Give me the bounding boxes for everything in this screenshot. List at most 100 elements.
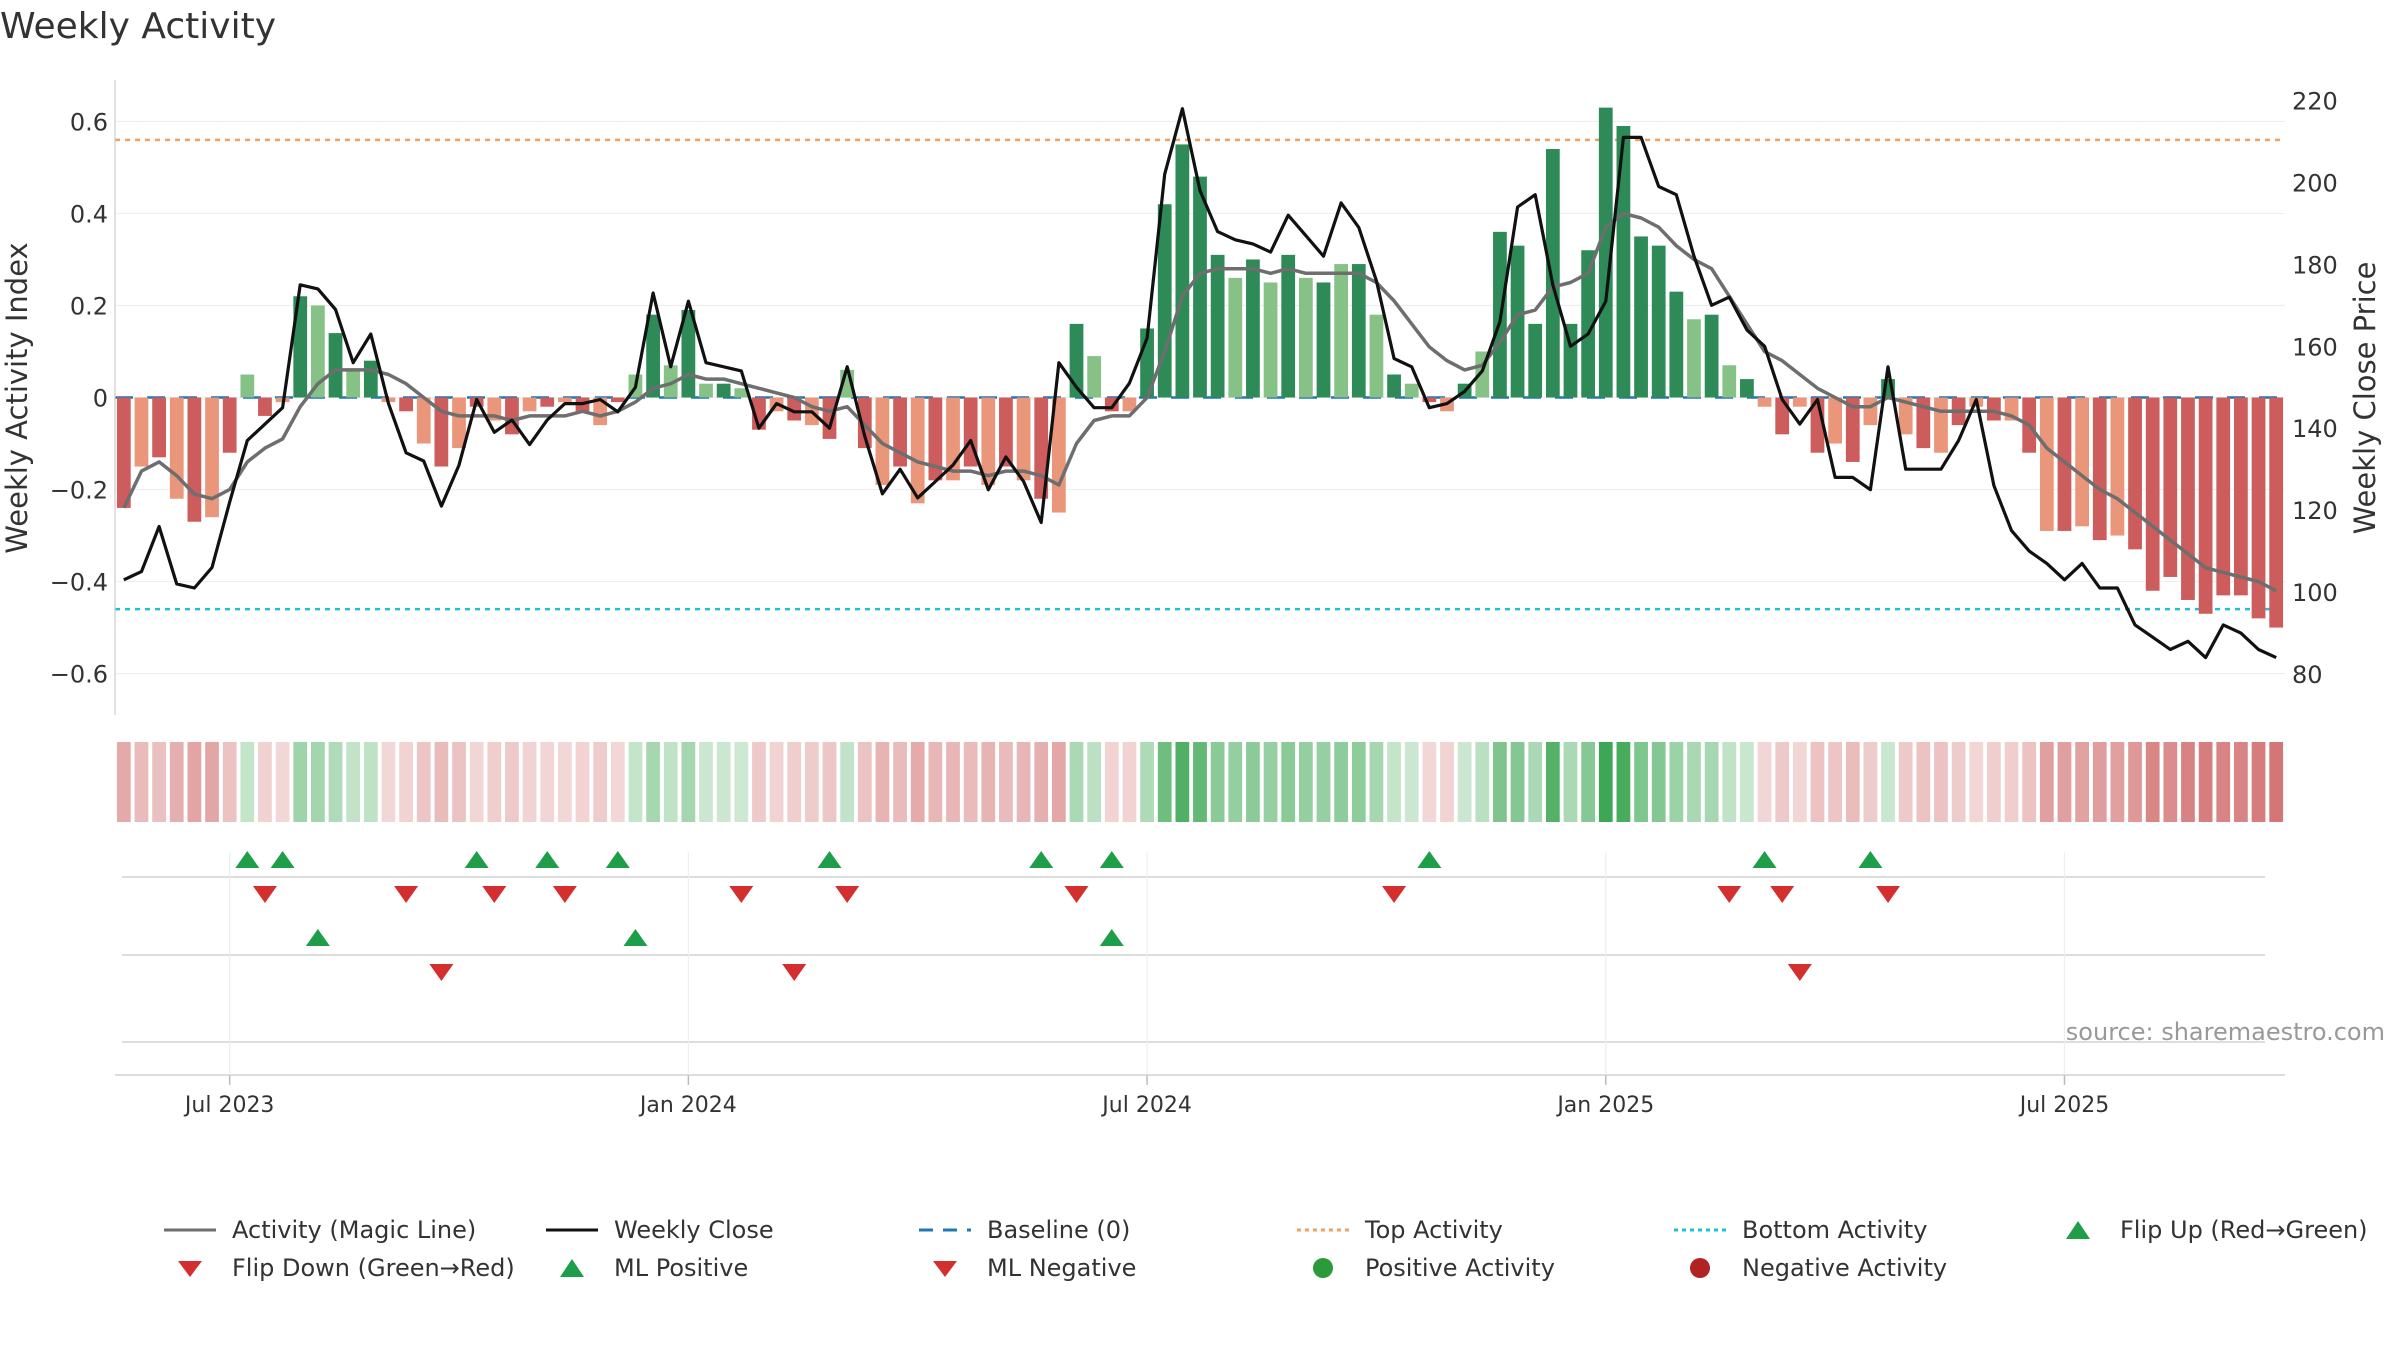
heat-cell: [1616, 742, 1631, 822]
heat-cell: [1669, 742, 1684, 822]
activity-bar: [1634, 236, 1648, 398]
heat-cell: [1634, 742, 1648, 822]
activity-bar: [2198, 397, 2213, 614]
activity-bar: [1157, 204, 1172, 398]
heat-cell: [1722, 742, 1737, 822]
activity-bar: [187, 397, 202, 522]
activity-bar: [981, 397, 996, 485]
heat-cell: [1687, 742, 1701, 822]
heat-cell: [1881, 742, 1895, 822]
x-tick-label: Jul 2023: [183, 1093, 275, 1118]
heat-cell: [469, 742, 484, 822]
legend-magic-line-label: Activity (Magic Line): [232, 1216, 477, 1244]
flip-down-marker: [1717, 886, 1742, 903]
activity-bar: [2057, 397, 2072, 531]
legend-bottom-activity-swatch: [1674, 1228, 1726, 1232]
heat-cell: [1369, 742, 1384, 822]
y-tick-label: −0.6: [50, 661, 108, 689]
heat-cell: [1316, 742, 1331, 822]
y2-axis-label: Weekly Close Price: [2348, 262, 2382, 535]
heat-cell: [1069, 742, 1084, 822]
heat-cell: [134, 742, 149, 822]
heat-cell: [628, 742, 643, 822]
y2-tick-label: 220: [2292, 87, 2338, 115]
activity-bar: [716, 383, 731, 398]
heat-cell: [1775, 742, 1790, 822]
activity-bar: [1510, 245, 1525, 398]
heat-cell: [2269, 742, 2284, 822]
flip-up-marker: [605, 851, 630, 868]
activity-heat-strip: [116, 742, 2284, 822]
heat-cell: [2110, 742, 2125, 822]
activity-bar: [1863, 397, 1878, 426]
flip-down-marker: [1382, 886, 1407, 903]
heat-cell: [328, 742, 343, 822]
y-tick-label: 0: [93, 385, 108, 413]
flip-down-marker: [1876, 886, 1901, 903]
heat-cell: [734, 742, 749, 822]
activity-bar: [2163, 397, 2178, 577]
y-tick-label: 0.4: [70, 200, 108, 228]
ml-negative-marker: [1787, 964, 1812, 981]
legend-ml-positive-swatch: [560, 1259, 584, 1277]
heat-cell: [963, 742, 978, 822]
heat-cell: [540, 742, 555, 822]
heat-cell: [416, 742, 431, 822]
activity-bar: [1069, 323, 1084, 398]
heat-cell: [1404, 742, 1419, 822]
heat-cell: [1351, 742, 1366, 822]
heat-cell: [116, 742, 131, 822]
legend-negative-activity-label: Negative Activity: [1742, 1254, 1948, 1282]
heat-cell: [205, 742, 219, 822]
heat-cell: [399, 742, 413, 822]
activity-bar: [822, 397, 837, 439]
activity-bar: [116, 397, 131, 508]
heat-cell: [363, 742, 378, 822]
heat-cell: [2145, 742, 2160, 822]
heat-cell: [452, 742, 466, 822]
activity-bar: [1404, 383, 1419, 398]
heat-cell: [2181, 742, 2195, 822]
activity-bar: [663, 365, 678, 398]
heat-cell: [928, 742, 943, 822]
legend-negative-activity: Negative Activity: [1670, 1250, 1947, 1286]
heat-cell: [1122, 742, 1137, 822]
legend-bottom-activity-label: Bottom Activity: [1742, 1216, 1928, 1244]
heat-cell: [1810, 742, 1825, 822]
activity-bar: [293, 296, 308, 398]
activity-bar: [1351, 264, 1366, 398]
activity-bar: [1369, 314, 1384, 398]
activity-bar: [1087, 356, 1102, 398]
activity-bar: [169, 397, 184, 499]
y2-tick-label: 120: [2292, 497, 2338, 525]
activity-bar: [1016, 397, 1031, 481]
heat-cell: [1863, 742, 1878, 822]
heat-cell: [893, 742, 907, 822]
ml-positive-marker: [1099, 929, 1124, 946]
activity-bar: [1334, 264, 1349, 398]
heat-cell: [1140, 742, 1154, 822]
activity-bar: [2269, 397, 2284, 628]
heat-cell: [2234, 742, 2248, 822]
heat-cell: [1951, 742, 1966, 822]
heat-cell: [1510, 742, 1525, 822]
flip-up-marker: [817, 851, 842, 868]
flip-up-marker: [1099, 851, 1124, 868]
heat-cell: [1828, 742, 1843, 822]
legend-positive-activity-swatch: [1313, 1258, 1333, 1278]
heat-cell: [1598, 742, 1613, 822]
activity-bar: [1263, 282, 1278, 398]
heat-cell: [1916, 742, 1931, 822]
legend-baseline-label: Baseline (0): [987, 1216, 1131, 1244]
activity-bar: [593, 397, 608, 426]
legend-positive-activity: Positive Activity: [1293, 1250, 1555, 1286]
activity-bar: [540, 397, 555, 407]
activity-bar: [2251, 397, 2266, 619]
activity-bar: [1598, 107, 1613, 398]
activity-bar: [910, 397, 925, 504]
heat-cell: [1845, 742, 1860, 822]
activity-bar: [416, 397, 431, 444]
activity-bar: [434, 397, 449, 467]
heat-cell: [2075, 742, 2089, 822]
heat-cell: [1193, 742, 1207, 822]
